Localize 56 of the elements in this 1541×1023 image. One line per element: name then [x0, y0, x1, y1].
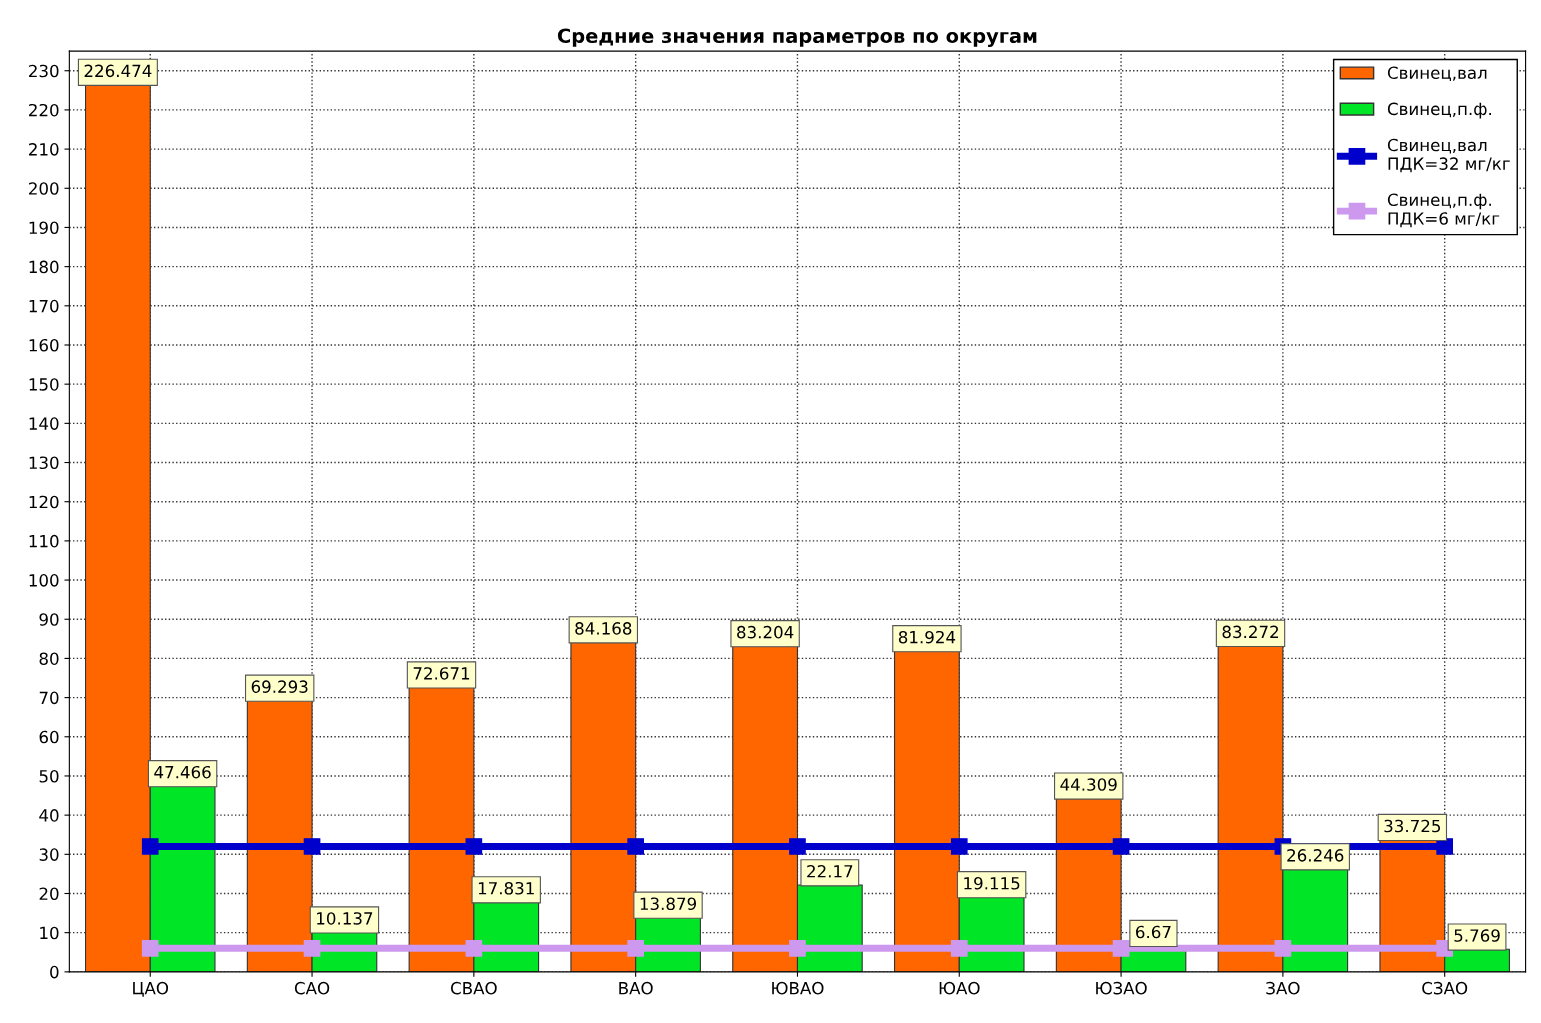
y-tick-label: 80	[39, 652, 59, 665]
data-label: 69.293	[251, 680, 308, 693]
data-label: 26.246	[1287, 849, 1344, 862]
data-label: 19.115	[964, 876, 1020, 890]
y-tick-label: 100	[29, 574, 59, 587]
x-tick-label: ЮЗАО	[1096, 981, 1147, 995]
data-label: 6.67	[1136, 925, 1171, 939]
x-tick-label: СЗАО	[1422, 981, 1468, 995]
y-tick-label: 180	[29, 260, 59, 274]
y-tick-label: 150	[29, 378, 59, 391]
x-tick-label: ВАО	[619, 981, 653, 995]
y-tick-label: 40	[39, 809, 59, 822]
y-tick-label: 140	[29, 417, 59, 430]
x-tick-label: ЦАО	[133, 981, 169, 997]
x-tick-label: САО	[294, 981, 330, 995]
y-tick-label: 130	[29, 456, 59, 470]
chart-title: Средние значения параметров по округам	[557, 28, 1037, 48]
data-label: 72.671	[413, 667, 470, 680]
y-tick-label: 0	[50, 965, 59, 979]
y-tick-label: 120	[29, 495, 59, 509]
y-tick-label: 60	[39, 730, 59, 744]
y-tick-label: 230	[29, 64, 59, 78]
data-label: 33.725	[1384, 819, 1441, 833]
legend-label: Свинец,п.ф. ПДК=6 мг/кг	[1387, 193, 1500, 228]
y-tick-label: 200	[29, 182, 59, 195]
legend-label: Свинец,вал	[1387, 66, 1487, 82]
x-tick-label: СВАО	[451, 981, 497, 995]
data-label: 84.168	[575, 622, 632, 635]
data-label: 81.924	[898, 630, 956, 644]
y-tick-label: 160	[29, 338, 59, 352]
data-label: 226.474	[84, 64, 152, 78]
y-tick-label: 50	[39, 769, 59, 783]
y-tick-label: 110	[29, 534, 59, 548]
data-label: 83.204	[737, 625, 794, 639]
data-label: 10.137	[317, 912, 373, 925]
y-tick-label: 220	[29, 103, 59, 117]
data-label: 13.879	[640, 897, 697, 911]
y-tick-label: 70	[39, 691, 59, 705]
data-label: 83.272	[1222, 625, 1279, 639]
data-label: 17.831	[478, 881, 534, 895]
legend-label: Свинец,п.ф.	[1387, 102, 1491, 119]
y-tick-label: 30	[39, 848, 59, 861]
x-tick-label: ЗАО	[1266, 981, 1300, 995]
data-label: 5.769	[1454, 929, 1500, 942]
y-tick-label: 210	[29, 143, 59, 156]
data-label: 47.466	[154, 765, 211, 779]
legend-label: Свинец,вал ПДК=32 мг/кг	[1387, 138, 1510, 173]
y-tick-label: 10	[40, 926, 59, 940]
x-tick-label: ЮАО	[939, 981, 980, 995]
y-tick-label: 170	[29, 299, 59, 313]
y-tick-label: 190	[29, 221, 59, 235]
x-tick-label: ЮВАО	[772, 981, 824, 995]
y-tick-label: 90	[39, 613, 59, 626]
data-label: 44.309	[1060, 778, 1117, 791]
y-tick-label: 20	[39, 887, 59, 901]
data-label: 22.17	[807, 864, 853, 878]
